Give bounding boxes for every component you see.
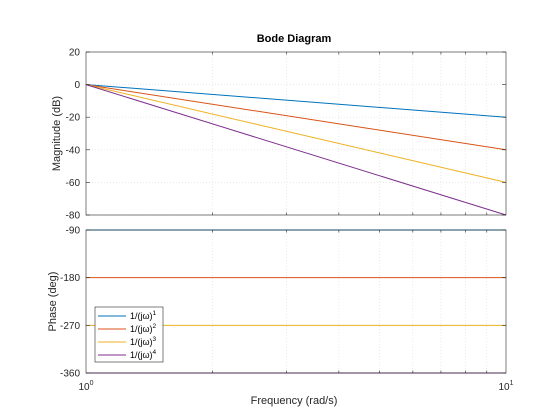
- magnitude-axes: 20 0 -20 -40 -60 -80 Magnitude (dB): [51, 48, 507, 222]
- legend-entry: 1/(jω)1: [130, 310, 157, 321]
- legend-entry: 1/(jω)2: [130, 323, 157, 334]
- legend[interactable]: 1/(jω)1 1/(jω)2 1/(jω)3 1/(jω)4: [94, 306, 164, 363]
- magnitude-series-line-1: [85, 84, 507, 118]
- magnitude-y-axis-label: Magnitude (dB): [51, 96, 63, 171]
- y-tick-label: -180: [60, 273, 80, 284]
- chart-title: Bode Diagram: [257, 33, 332, 45]
- y-tick-label: -270: [60, 321, 80, 332]
- legend-entry: 1/(jω)3: [130, 336, 157, 347]
- x-tick-label: 101: [498, 380, 513, 393]
- x-axis-label: Frequency (rad/s): [251, 395, 338, 407]
- y-tick-label: -360: [60, 369, 80, 380]
- y-tick-label: -40: [66, 145, 81, 156]
- y-tick-label: -60: [66, 178, 81, 189]
- y-tick-label: -90: [66, 226, 81, 237]
- magnitude-series-line-2: [85, 84, 507, 151]
- y-tick-label: -80: [66, 211, 81, 222]
- y-tick-label: -20: [66, 113, 81, 124]
- magnitude-series-line-4: [85, 84, 507, 216]
- y-tick-label: 0: [74, 80, 80, 91]
- magnitude-axes-box: [85, 51, 507, 216]
- y-tick-label: 20: [69, 48, 81, 59]
- x-tick-label: 100: [78, 380, 93, 393]
- phase-axes-box: [85, 229, 507, 374]
- phase-y-axis-label: Phase (deg): [47, 272, 59, 332]
- legend-entry: 1/(jω)4: [130, 349, 157, 360]
- magnitude-series-line-3: [85, 84, 507, 183]
